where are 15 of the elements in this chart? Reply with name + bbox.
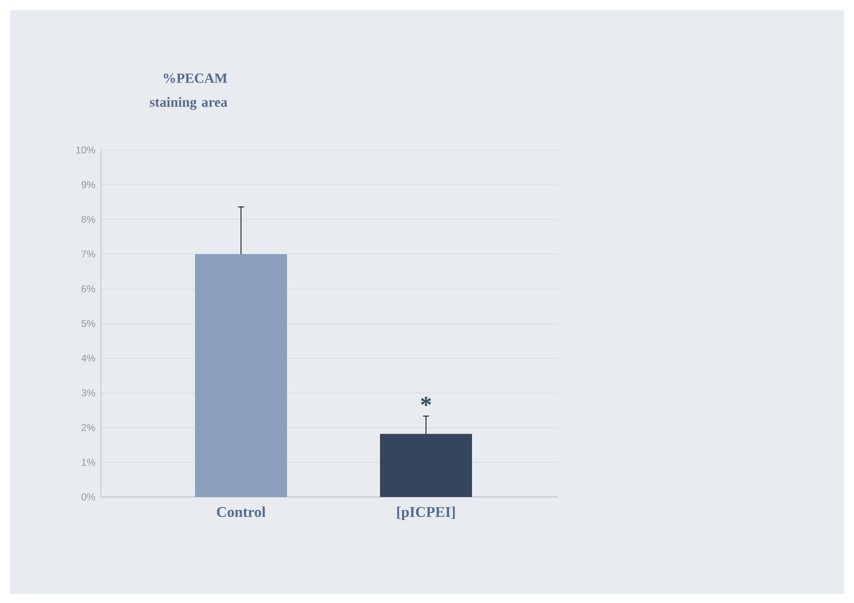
y-tick-label: 4% [81,354,96,362]
y-tick-label: 1% [82,458,96,466]
y-tick-label: 10% [76,146,96,154]
x-tick-label: Control [216,506,266,518]
y-tick-label: 7% [82,250,96,258]
y-tick-label: 2% [82,424,96,432]
y-tick-label: 9% [82,181,96,188]
y-tick-label: 6% [82,285,96,292]
y-axis-title: %PECAM staining area [150,74,228,110]
x-tick-label: [pICPEI] [397,506,455,520]
annotation: * [421,396,431,406]
y-tick-label: 3% [81,389,96,396]
y-tick-label: 8% [82,216,96,223]
y-tick-label: 0% [81,493,96,501]
y-tick-label: 5% [81,320,96,327]
